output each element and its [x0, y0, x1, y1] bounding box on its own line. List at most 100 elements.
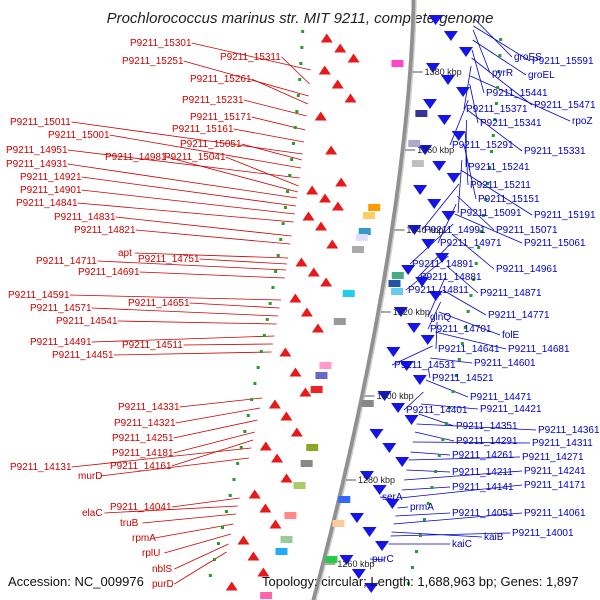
- forward-gene-arrow: [279, 347, 292, 357]
- forward-gene-arrow: [326, 239, 339, 249]
- left-gene-label: P9211_14541: [56, 316, 118, 327]
- tick-dot: [426, 502, 430, 505]
- right-gene-label: P9211_14361: [538, 425, 600, 436]
- reverse-gene-arrow: [441, 211, 456, 221]
- tick-dot: [274, 270, 278, 273]
- right-gene-label: prmA: [410, 502, 434, 513]
- tick-dot: [497, 70, 501, 73]
- tick-dot: [217, 542, 221, 545]
- backbone-curve: [311, 0, 417, 600]
- right-connector: [463, 143, 477, 200]
- reverse-gene-arrow: [420, 335, 435, 345]
- left-gene-label: P9211_14931: [6, 159, 68, 170]
- reverse-gene-arrow: [351, 569, 366, 579]
- forward-gene-arrow: [257, 567, 270, 577]
- reverse-gene-arrow: [377, 391, 392, 401]
- right-connector: [472, 39, 527, 76]
- forward-gene-arrow: [319, 193, 332, 203]
- right-gene-label: P9211_14521: [432, 373, 494, 384]
- right-connector: [467, 109, 523, 152]
- forward-gene-arrow: [320, 33, 333, 43]
- forward-gene-arrow: [335, 177, 348, 187]
- right-connector: [435, 331, 507, 350]
- tick-dot: [469, 294, 473, 297]
- right-gene-label: P9211_14991: [424, 225, 486, 236]
- reverse-gene-arrow: [422, 99, 437, 109]
- forward-gene-arrow: [334, 43, 347, 53]
- right-gene-label: P9211_14171: [524, 480, 586, 491]
- tick-dot: [454, 374, 458, 377]
- left-connector: [281, 56, 310, 85]
- kbp-label: 1320 kbp: [393, 307, 430, 317]
- right-gene-label: kaiC: [452, 539, 472, 550]
- forward-gene-arrow: [318, 65, 331, 75]
- left-connector: [139, 271, 285, 279]
- tick-dot: [228, 494, 232, 497]
- left-gene-label: P9211_14161: [110, 461, 172, 472]
- tick-dot: [220, 526, 224, 529]
- left-connector: [241, 143, 303, 161]
- left-gene-label: P9211_14751: [138, 254, 200, 265]
- reverse-gene-arrow: [339, 555, 354, 565]
- reverse-gene-arrow: [412, 375, 427, 385]
- left-gene-label: P9211_14181: [112, 448, 174, 459]
- map-title: Prochlorococcus marinus str. MIT 9211, c…: [106, 10, 494, 27]
- tick-dot: [406, 582, 410, 585]
- left-connector: [135, 229, 291, 245]
- tick-dot: [415, 550, 419, 553]
- forward-gene-arrow: [325, 145, 338, 155]
- right-gene-label: P9211_14881: [420, 272, 482, 283]
- right-gene-label: rpoZ: [572, 116, 593, 127]
- forward-gene-arrow: [344, 93, 357, 103]
- forward-gene-arrow: [271, 453, 284, 463]
- tick-dot: [250, 398, 254, 401]
- tick-dot: [246, 414, 250, 417]
- feature-block: [361, 400, 374, 407]
- reverse-gene-arrow: [382, 443, 397, 453]
- right-connector: [425, 379, 469, 398]
- feature-block: [355, 234, 368, 241]
- right-connector: [410, 451, 451, 456]
- feature-tracks: [208, 15, 503, 599]
- forward-gene-arrow: [248, 489, 261, 499]
- tick-dot: [444, 422, 448, 425]
- tick-dot: [299, 62, 303, 65]
- tick-dot: [410, 566, 414, 569]
- left-gene-label: P9211_14821: [74, 225, 136, 236]
- reverse-gene-arrow: [432, 161, 447, 171]
- right-connector: [457, 195, 495, 231]
- left-gene-label: P9211_14041: [110, 502, 172, 513]
- left-connector: [71, 121, 303, 155]
- right-gene-label: P9211_15191: [534, 210, 596, 221]
- left-gene-label: P9211_15251: [122, 56, 184, 67]
- tick-dot: [283, 206, 287, 209]
- left-gene-label: P9211_14321: [114, 418, 176, 429]
- left-connector: [164, 533, 232, 554]
- reverse-gene-arrow: [372, 485, 387, 495]
- tick-dot: [253, 382, 257, 385]
- right-connector: [430, 357, 473, 364]
- forward-gene-arrow: [259, 503, 272, 513]
- feature-block: [415, 110, 428, 117]
- reverse-gene-arrow: [427, 199, 442, 209]
- feature-block: [300, 460, 313, 467]
- feature-block: [325, 556, 338, 563]
- forward-gene-arrow: [280, 473, 293, 483]
- left-gene-label: purD: [152, 579, 174, 590]
- left-gene-label: P9211_15171: [190, 112, 252, 123]
- left-gene-label: elaC: [82, 508, 103, 519]
- forward-gene-arrow: [259, 441, 272, 451]
- forward-gene-arrow: [269, 519, 282, 529]
- feature-block: [342, 290, 355, 297]
- left-gene-label: P9211_14901: [20, 185, 82, 196]
- right-gene-label: P9211_15341: [480, 118, 542, 129]
- right-gene-label: P9211_15371: [466, 104, 528, 115]
- left-connector: [100, 457, 250, 477]
- tick-dot: [259, 350, 263, 353]
- tick-dot: [295, 110, 299, 113]
- tick-dot: [290, 158, 294, 161]
- right-gene-label: P9211_15471: [534, 100, 596, 111]
- feature-block: [391, 288, 404, 295]
- left-connector: [91, 307, 279, 317]
